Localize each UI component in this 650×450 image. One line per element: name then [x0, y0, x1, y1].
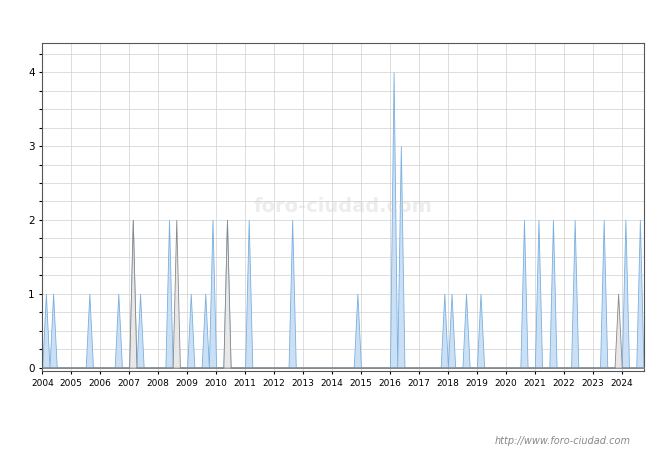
Text: http://www.foro-ciudad.com: http://www.foro-ciudad.com	[495, 436, 630, 446]
Text: foro-ciudad.com: foro-ciudad.com	[254, 198, 432, 216]
Text: Solosancho - Evolucion del Nº de Transacciones Inmobiliarias: Solosancho - Evolucion del Nº de Transac…	[122, 12, 528, 25]
